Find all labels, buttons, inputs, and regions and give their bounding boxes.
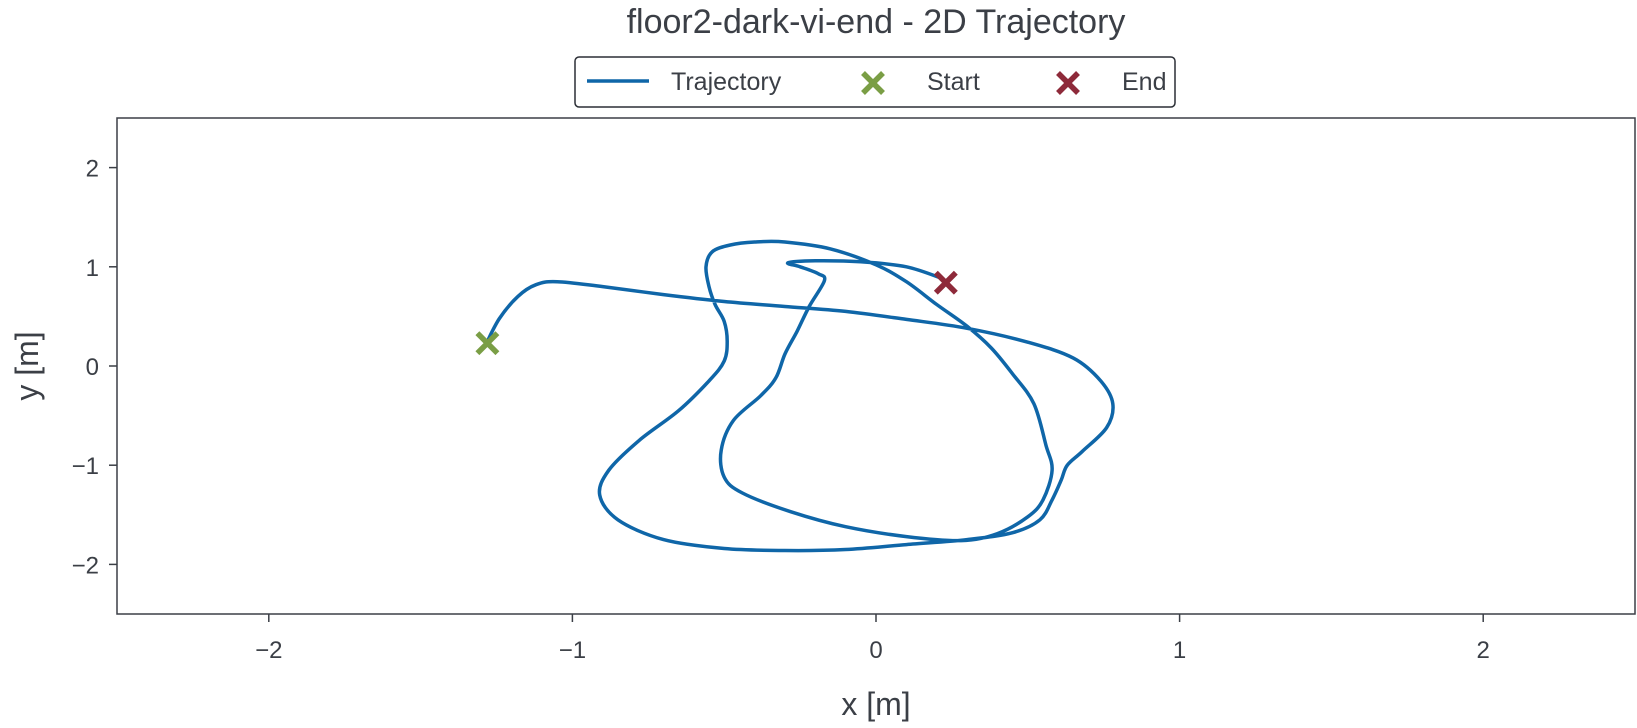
legend-end-x-icon (1056, 71, 1080, 95)
start-marker (475, 331, 500, 356)
x-tick-label: −2 (255, 637, 282, 664)
legend-start-label: Start (927, 68, 980, 96)
chart-title: floor2-dark-vi-end - 2D Trajectory (627, 3, 1126, 41)
end-x-icon (933, 270, 958, 295)
x-tick-label: 2 (1477, 637, 1490, 664)
y-axis-ticks: −2 −1 0 1 2 (72, 156, 117, 579)
y-tick-label: 1 (86, 255, 99, 282)
legend-end-marker (1056, 71, 1080, 95)
y-tick-label: −1 (72, 453, 99, 480)
end-marker (933, 270, 958, 295)
trajectory-line (485, 239, 1115, 553)
x-axis-label: x [m] (841, 686, 910, 722)
x-tick-label: 1 (1173, 637, 1186, 664)
legend-start-marker (861, 71, 885, 95)
plot-frame (116, 117, 1636, 615)
start-x-icon (475, 331, 500, 356)
y-tick-label: 0 (86, 354, 99, 381)
y-tick-label: −2 (72, 552, 99, 579)
legend-start-x-icon (861, 71, 885, 95)
y-tick-label: 2 (86, 156, 99, 183)
x-tick-label: 0 (869, 637, 882, 664)
legend-end-label: End (1122, 68, 1166, 96)
plot-area: −2 −1 0 1 2 −2 −1 0 1 2 (72, 117, 1636, 664)
x-tick-label: −1 (559, 637, 586, 664)
legend-trajectory-label: Trajectory (671, 68, 782, 96)
legend: Trajectory Start End (574, 56, 1176, 108)
y-axis-label: y [m] (9, 331, 45, 400)
x-axis-ticks: −2 −1 0 1 2 (255, 614, 1490, 664)
